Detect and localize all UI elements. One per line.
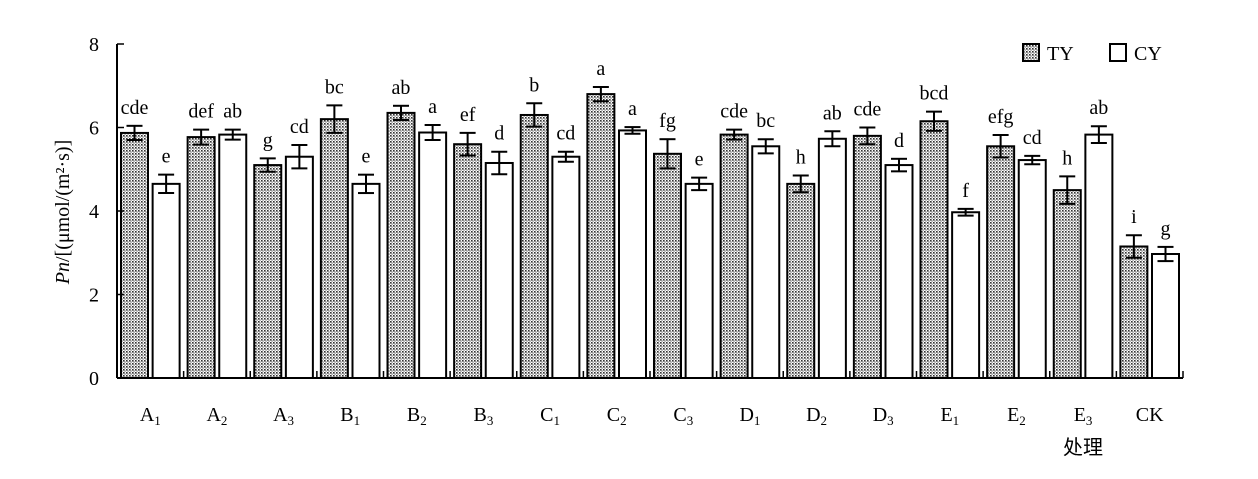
x-tick-label: A1: [140, 404, 161, 428]
significance-label: e: [362, 146, 371, 168]
bar-cy: [484, 161, 514, 379]
x-axis-label: 处理: [1063, 435, 1103, 459]
y-tick-label: 4: [89, 201, 99, 223]
bar-ty: [1052, 189, 1082, 379]
bar-ty: [586, 93, 616, 379]
significance-label: e: [162, 146, 171, 168]
significance-label: g: [263, 129, 273, 151]
bar-cy: [418, 131, 448, 379]
bar-cy: [951, 211, 981, 379]
x-tick-label: C3: [673, 404, 693, 428]
significance-label: bc: [756, 110, 775, 132]
bar-cy: [884, 164, 914, 379]
x-tick-label: D3: [873, 404, 894, 428]
significance-label: f: [962, 180, 969, 202]
significance-label: h: [1062, 147, 1072, 169]
significance-label: fg: [659, 110, 676, 132]
x-tick-label: B2: [407, 404, 427, 428]
x-tick-label: CK: [1136, 404, 1164, 426]
x-tick-label: D1: [739, 404, 760, 428]
significance-label: ab: [392, 77, 411, 99]
x-tick-label: C2: [607, 404, 627, 428]
y-axis-label: Pn/[(μmol/(m²·s)]: [52, 140, 74, 285]
bar-ty: [386, 111, 416, 379]
significance-label: cd: [1023, 127, 1042, 149]
significance-label: cd: [290, 116, 309, 138]
y-axis-label-variable: Pn: [52, 262, 74, 285]
y-tick-label: 8: [89, 34, 99, 56]
legend: TY CY: [1022, 43, 1162, 65]
significance-label: g: [1161, 218, 1171, 240]
bar-ty: [653, 152, 682, 379]
x-tick-label: B3: [474, 404, 494, 428]
legend-swatch-ty: [1022, 43, 1040, 62]
x-tick-label: A3: [273, 404, 294, 428]
y-tick-label: 0: [89, 368, 99, 390]
significance-label: d: [894, 130, 904, 152]
legend-label-cy: CY: [1134, 43, 1162, 65]
significance-label: b: [529, 74, 539, 96]
significance-label: def: [188, 101, 214, 123]
bar-cy: [751, 145, 781, 379]
significance-label: ab: [223, 101, 242, 123]
legend-swatch-cy: [1109, 43, 1127, 62]
significance-label: ab: [823, 102, 842, 124]
bar-cy: [684, 182, 714, 379]
bar-cy: [1017, 159, 1047, 379]
significance-label: ef: [460, 104, 476, 126]
x-tick-label: B1: [340, 404, 360, 428]
bar-cy: [218, 133, 248, 379]
significance-label: a: [596, 58, 605, 80]
significance-label: i: [1131, 206, 1137, 228]
bar-ty: [186, 136, 216, 379]
significance-label: ab: [1089, 97, 1108, 119]
significance-label: d: [494, 123, 504, 145]
legend-label-ty: TY: [1047, 43, 1074, 65]
significance-label: h: [796, 147, 806, 169]
bar-cy: [1151, 253, 1180, 379]
bar-cy: [151, 182, 181, 379]
x-tick-label: E3: [1074, 404, 1093, 428]
significance-label: a: [428, 96, 437, 118]
significance-label: bcd: [920, 83, 949, 105]
x-tick-label: A2: [206, 404, 227, 428]
significance-label: cde: [853, 99, 881, 121]
bar-cy: [817, 137, 847, 379]
bar-cy: [1084, 133, 1114, 379]
significance-label: bc: [325, 76, 344, 98]
bar-ty: [852, 134, 882, 379]
x-tick-label: E1: [940, 404, 959, 428]
bar-cy: [618, 129, 647, 379]
significance-label: cde: [121, 97, 149, 119]
bar-ty: [319, 118, 349, 380]
significance-label: cd: [556, 123, 575, 145]
significance-label: efg: [988, 106, 1014, 128]
x-tick-label: C1: [540, 404, 560, 428]
y-axis-label-unit: /[(μmol/(m²·s)]: [52, 140, 74, 262]
bar-ty: [453, 143, 483, 379]
bar-ty: [919, 120, 949, 380]
bar-ty: [1119, 245, 1149, 379]
bars-layer: [120, 86, 1180, 380]
bar-cy: [351, 182, 381, 379]
bar-ty: [519, 113, 549, 379]
significance-label: a: [628, 98, 637, 120]
bar-ty: [786, 182, 816, 379]
bar-cy: [551, 155, 581, 379]
axes-layer: 0 2 4 6 8 A1 A2 A3 B1 B2 B3 C1 C2 C3 D1 D2 D3 E1 E2 E3 CK: [89, 34, 1184, 428]
bar-ty: [719, 133, 749, 379]
bar-ty: [986, 145, 1016, 379]
y-tick-label: 2: [89, 285, 99, 307]
bar-ty: [120, 131, 149, 379]
bar-ty: [253, 164, 283, 379]
x-tick-label: E2: [1007, 404, 1026, 428]
bar-cy: [284, 155, 314, 379]
y-tick-label: 6: [89, 118, 99, 140]
significance-label: e: [695, 149, 704, 171]
significance-label: cde: [720, 101, 748, 123]
x-tick-label: D2: [806, 404, 827, 428]
